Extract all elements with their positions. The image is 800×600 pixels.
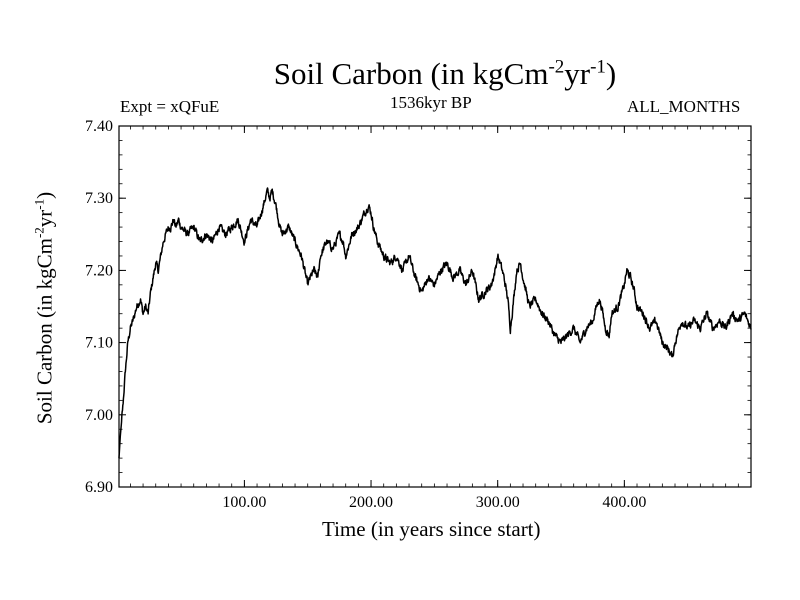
y-tick-label: 7.30 (85, 190, 113, 207)
x-axis-label: Time (in years since start) (322, 517, 541, 541)
plot-frame (118, 125, 752, 488)
y-tick-label: 7.40 (85, 118, 113, 135)
soil-carbon-series-line (118, 187, 752, 459)
y-tick-label: 7.10 (85, 335, 113, 352)
y-tick-label: 7.20 (85, 262, 113, 279)
x-tick-label: 400.00 (602, 494, 646, 511)
x-tick-label: 200.00 (349, 494, 393, 511)
chart-title: Soil Carbon (in kgCm-2yr-1) (273, 56, 617, 91)
y-tick-label: 7.00 (85, 407, 113, 424)
months-label: ALL_MONTHS (627, 97, 741, 116)
x-tick-label: 100.00 (222, 494, 266, 511)
x-tick-label: 300.00 (476, 494, 520, 511)
period-label: 1536kyr BP (390, 93, 472, 112)
y-tick-label: 6.90 (85, 479, 113, 496)
experiment-label: Expt = xQFuE (120, 97, 220, 116)
